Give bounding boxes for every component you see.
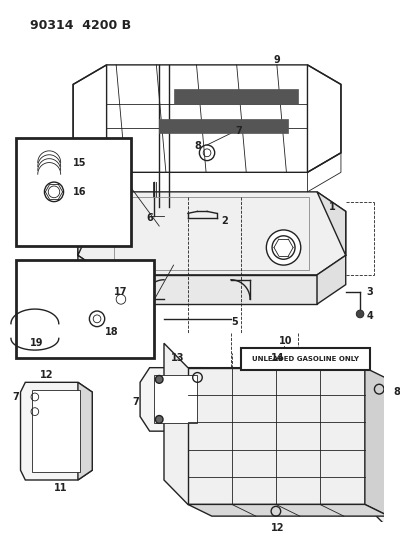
Text: 18: 18 bbox=[105, 327, 118, 336]
Text: 90314  4200 B: 90314 4200 B bbox=[30, 19, 131, 32]
Text: 11: 11 bbox=[54, 483, 68, 493]
Text: 12: 12 bbox=[40, 369, 53, 379]
Polygon shape bbox=[78, 382, 92, 480]
Polygon shape bbox=[164, 343, 389, 529]
Text: 9: 9 bbox=[274, 55, 281, 65]
Bar bbox=[240, 348, 370, 369]
Text: 14: 14 bbox=[271, 353, 285, 363]
Text: 5: 5 bbox=[231, 317, 238, 327]
Polygon shape bbox=[78, 192, 107, 304]
Text: 7: 7 bbox=[132, 397, 139, 407]
Circle shape bbox=[89, 311, 105, 327]
Text: 19: 19 bbox=[30, 338, 44, 348]
Polygon shape bbox=[174, 90, 298, 104]
Polygon shape bbox=[159, 119, 288, 133]
Text: 7: 7 bbox=[236, 126, 242, 136]
Polygon shape bbox=[107, 275, 317, 304]
Text: 8: 8 bbox=[195, 141, 202, 151]
Polygon shape bbox=[317, 192, 346, 304]
Text: 4: 4 bbox=[367, 311, 374, 321]
Polygon shape bbox=[20, 382, 92, 480]
Bar bbox=[16, 138, 130, 246]
Text: 6: 6 bbox=[147, 213, 154, 223]
Circle shape bbox=[44, 182, 64, 201]
Text: 17: 17 bbox=[114, 287, 128, 297]
Polygon shape bbox=[365, 368, 389, 516]
Polygon shape bbox=[78, 192, 346, 275]
Text: 2: 2 bbox=[221, 216, 228, 226]
Text: 8: 8 bbox=[394, 387, 400, 397]
Polygon shape bbox=[154, 375, 198, 423]
Text: 7: 7 bbox=[13, 392, 20, 402]
Text: UNLEADED GASOLINE ONLY: UNLEADED GASOLINE ONLY bbox=[252, 356, 358, 362]
Polygon shape bbox=[188, 368, 365, 504]
Circle shape bbox=[155, 375, 163, 383]
Circle shape bbox=[116, 294, 126, 304]
Text: 15: 15 bbox=[73, 158, 87, 167]
Text: 12: 12 bbox=[271, 523, 285, 533]
Text: 3: 3 bbox=[367, 287, 374, 297]
Circle shape bbox=[356, 310, 364, 318]
Text: 1: 1 bbox=[328, 201, 335, 212]
Text: 13: 13 bbox=[171, 353, 184, 363]
Circle shape bbox=[155, 416, 163, 423]
Circle shape bbox=[266, 230, 301, 265]
Text: 10: 10 bbox=[279, 336, 292, 346]
Bar bbox=[16, 260, 154, 358]
Polygon shape bbox=[32, 390, 80, 472]
Polygon shape bbox=[140, 368, 216, 431]
Polygon shape bbox=[188, 504, 389, 516]
Text: 16: 16 bbox=[73, 187, 87, 197]
